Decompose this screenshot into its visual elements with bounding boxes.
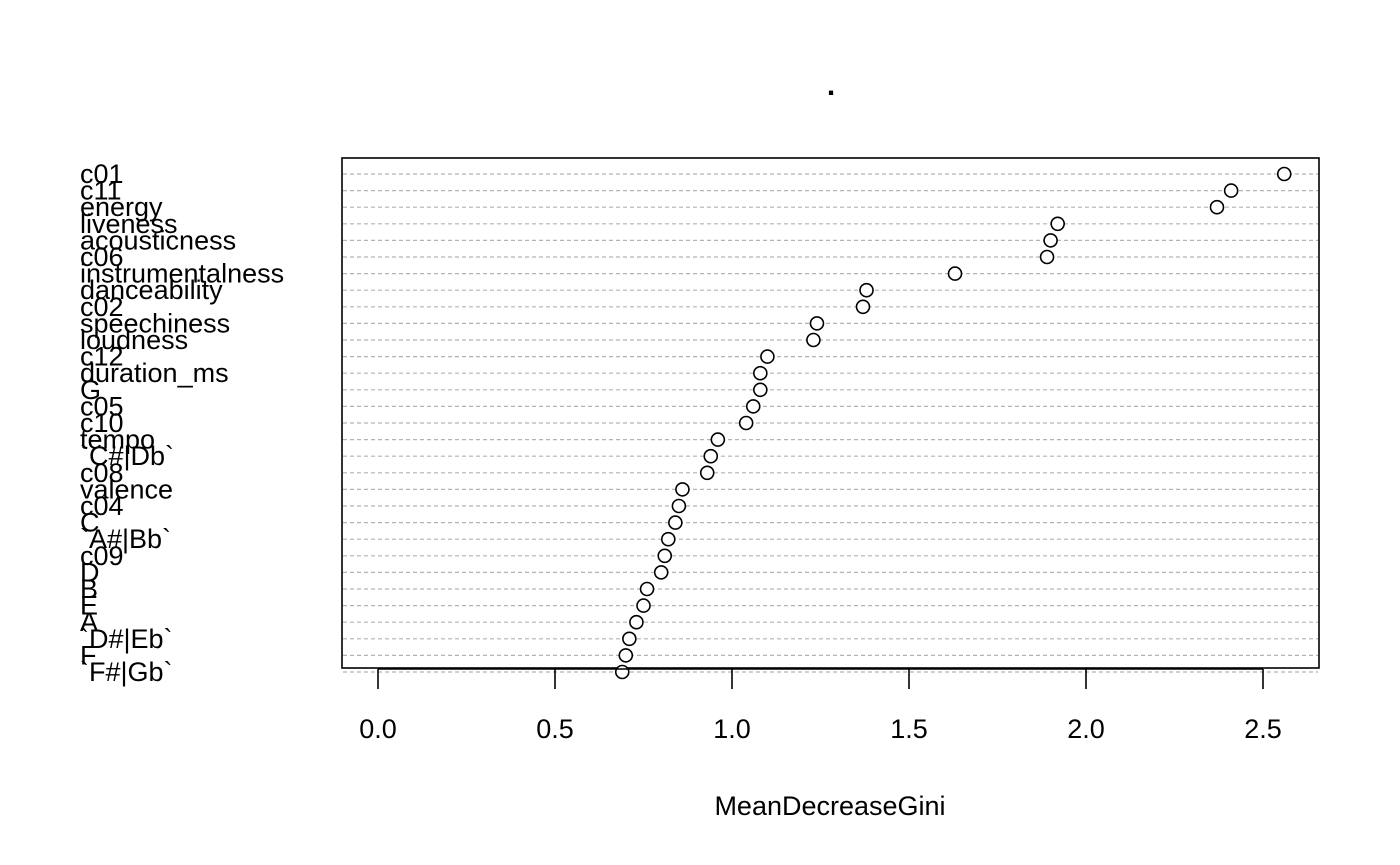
- data-point: [947, 266, 963, 281]
- plot-frame: [341, 157, 1320, 669]
- data-point: [614, 664, 630, 680]
- category-label: E: [80, 591, 98, 621]
- data-point: [622, 631, 637, 647]
- data-point: [753, 365, 768, 381]
- data-point: [760, 349, 775, 364]
- category-label: energy: [80, 192, 163, 222]
- data-point: [809, 316, 825, 331]
- chart-title: .: [827, 69, 835, 102]
- data-point: [668, 515, 683, 530]
- x-tick-label: 2.0: [1067, 714, 1105, 744]
- data-point: [1209, 199, 1225, 215]
- data-point: [618, 648, 634, 663]
- data-point: [1276, 166, 1292, 182]
- data-point: [639, 581, 655, 597]
- category-label: speechiness: [80, 308, 230, 338]
- category-label: valence: [80, 474, 173, 504]
- data-point: [1050, 216, 1065, 232]
- data-point: [710, 432, 726, 447]
- category-label: c01: [80, 159, 124, 189]
- category-label: tempo: [80, 425, 155, 455]
- data-point: [636, 598, 651, 613]
- x-axis-label: MeanDecreaseGini: [714, 791, 945, 821]
- category-label: c08: [80, 458, 124, 488]
- data-points: [614, 166, 1292, 680]
- data-point: [675, 482, 690, 497]
- x-tick-label: 0.5: [536, 714, 574, 744]
- data-point: [660, 531, 676, 547]
- data-point: [745, 399, 761, 414]
- x-tick-label: 0.0: [359, 714, 397, 744]
- category-label: D: [80, 557, 100, 587]
- data-point: [738, 415, 754, 431]
- x-tick-label: 1.0: [713, 714, 751, 744]
- x-tick-label: 2.5: [1244, 714, 1282, 744]
- category-labels: c01c11energylivenessacousticnessc06instr…: [80, 159, 284, 687]
- category-label: C: [80, 508, 100, 538]
- data-point: [657, 548, 673, 564]
- category-label: c05: [80, 391, 124, 421]
- category-label: c02: [80, 292, 124, 322]
- category-label: `F#|Gb`: [80, 657, 173, 687]
- category-label: c10: [80, 408, 124, 438]
- data-point: [699, 465, 715, 481]
- category-label: F: [80, 640, 97, 670]
- category-label: instrumentalness: [80, 259, 284, 289]
- category-label: liveness: [80, 209, 178, 239]
- category-label: c04: [80, 491, 124, 521]
- category-label: danceability: [80, 275, 223, 305]
- category-label: c11: [80, 176, 122, 206]
- category-label: `C#|Db`: [80, 441, 174, 471]
- category-label: `A#|Bb`: [80, 524, 171, 554]
- category-label: loudness: [80, 325, 188, 355]
- data-point: [653, 565, 669, 580]
- data-point: [806, 332, 821, 348]
- category-label: A: [80, 607, 98, 637]
- x-axis: 0.0 0.5 1.0 1.5 2.0 2.5: [359, 668, 1282, 744]
- data-point: [753, 382, 768, 398]
- data-point: [1039, 249, 1055, 265]
- category-label: c09: [80, 541, 124, 571]
- data-point: [671, 498, 687, 514]
- grid-lines: [343, 173, 1318, 673]
- data-point: [859, 282, 874, 298]
- category-label: `D#|Eb`: [80, 624, 173, 654]
- category-label: c12: [80, 342, 124, 372]
- category-label: duration_ms: [80, 358, 229, 388]
- data-point: [703, 448, 719, 464]
- data-point: [629, 614, 644, 630]
- data-point: [1043, 233, 1058, 248]
- data-point: [1223, 183, 1239, 198]
- category-label: G: [80, 375, 101, 405]
- data-point: [855, 299, 871, 315]
- x-tick-label: 1.5: [890, 714, 928, 744]
- category-label: B: [80, 574, 98, 604]
- category-label: acousticness: [80, 225, 236, 255]
- category-label: c06: [80, 242, 124, 272]
